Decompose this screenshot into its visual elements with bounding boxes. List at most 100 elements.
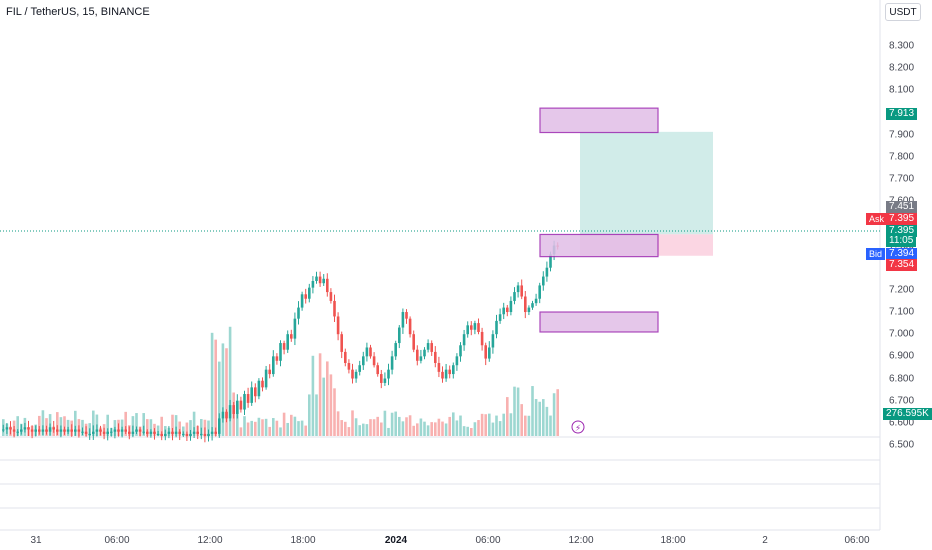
candle-body xyxy=(156,433,160,435)
volume-bar xyxy=(106,414,109,436)
candle-body xyxy=(185,433,189,437)
volume-bar xyxy=(545,406,549,436)
price-tick: 6.600 xyxy=(889,417,915,429)
stop-price-label: 7.354 xyxy=(886,259,918,271)
volume-bar xyxy=(322,377,325,436)
time-tick: 06:00 xyxy=(104,535,130,546)
candle-body xyxy=(5,427,9,430)
candle-body xyxy=(462,334,466,346)
time-tick: 12:00 xyxy=(197,535,223,546)
candle-body xyxy=(477,323,480,332)
volume-bar xyxy=(473,422,477,436)
currency-button[interactable]: USDT xyxy=(885,3,921,21)
candle-body xyxy=(455,356,459,366)
candle-body xyxy=(246,394,250,403)
candle-body xyxy=(66,429,70,432)
candle-body xyxy=(434,351,437,363)
volume-bar xyxy=(480,413,484,436)
candle-body xyxy=(362,356,365,366)
candle-body xyxy=(297,307,300,319)
volume-bar xyxy=(279,427,282,436)
volume-bar xyxy=(142,413,145,436)
volume-bar xyxy=(290,414,293,436)
supply-demand-zone xyxy=(539,233,659,258)
candle-body xyxy=(549,254,552,268)
volume-bar xyxy=(315,394,318,436)
candle-body xyxy=(279,343,282,361)
volume-bar xyxy=(459,415,462,436)
candle-body xyxy=(174,431,178,434)
volume-bar xyxy=(239,427,243,436)
volume-bar xyxy=(423,421,426,436)
candle-body xyxy=(30,429,34,432)
candle-body xyxy=(110,431,113,433)
volume-bar xyxy=(462,426,466,436)
candle-body xyxy=(77,429,81,432)
candle-body xyxy=(117,429,120,432)
candle-body xyxy=(491,334,495,348)
candle-body xyxy=(506,307,509,313)
candle-body xyxy=(304,294,307,299)
candle-body xyxy=(189,433,192,437)
volume-bar xyxy=(534,399,538,436)
candle-body xyxy=(203,433,207,437)
candle-body xyxy=(106,431,109,434)
volume-bar xyxy=(160,416,163,436)
volume-bar xyxy=(200,419,203,436)
candle-body xyxy=(232,405,235,414)
candle-body xyxy=(444,369,448,379)
candle-body xyxy=(210,431,214,434)
volume-bar xyxy=(552,393,556,436)
candle-body xyxy=(390,356,394,370)
candle-body xyxy=(95,429,99,432)
candle-body xyxy=(84,431,88,434)
candle-body xyxy=(437,363,441,372)
candle-body xyxy=(398,327,401,344)
candle-body xyxy=(333,300,336,317)
volume-bar xyxy=(286,422,289,436)
volume-bar xyxy=(452,412,455,436)
price-tick: 7.200 xyxy=(889,284,915,296)
price-tick: 6.900 xyxy=(889,350,915,362)
volume-bar xyxy=(556,389,559,436)
candle-body xyxy=(192,431,196,434)
candle-body xyxy=(466,325,469,335)
candle-body xyxy=(254,387,257,397)
symbol-title[interactable]: FIL / TetherUS, 15, BINANCE xyxy=(6,6,150,18)
volume-bar xyxy=(182,426,185,436)
candle-body xyxy=(336,316,340,335)
volume-bar xyxy=(41,410,45,436)
candle-body xyxy=(358,365,361,372)
candle-body xyxy=(286,334,289,350)
volume-bar xyxy=(437,418,441,436)
candle-body xyxy=(383,378,387,383)
volume-bar xyxy=(470,427,473,436)
price-tick: 8.200 xyxy=(889,62,915,74)
volume-bar xyxy=(408,415,412,436)
candle-body xyxy=(275,356,279,361)
candle-body xyxy=(430,343,433,352)
candle-body xyxy=(354,371,358,379)
candle-body xyxy=(473,323,477,330)
price-tick: 8.300 xyxy=(889,40,915,52)
candle-body xyxy=(48,427,52,432)
candle-body xyxy=(23,427,27,430)
volume-bar xyxy=(218,361,221,436)
candle-body xyxy=(250,387,253,403)
volume-bar xyxy=(178,421,181,436)
candle-body xyxy=(52,427,55,430)
volume-bar xyxy=(336,411,340,436)
candle-body xyxy=(131,431,135,434)
volume-bar xyxy=(214,339,217,436)
volume-bar xyxy=(398,416,401,436)
time-tick: 06:00 xyxy=(475,535,501,546)
candle-body xyxy=(218,418,221,434)
volume-bar xyxy=(434,422,437,436)
candle-body xyxy=(20,429,23,432)
volume-bar xyxy=(282,412,286,436)
volume-bar xyxy=(405,417,408,436)
volume-bar xyxy=(264,418,268,436)
candle-body xyxy=(419,356,423,361)
volume-bar xyxy=(444,423,448,436)
